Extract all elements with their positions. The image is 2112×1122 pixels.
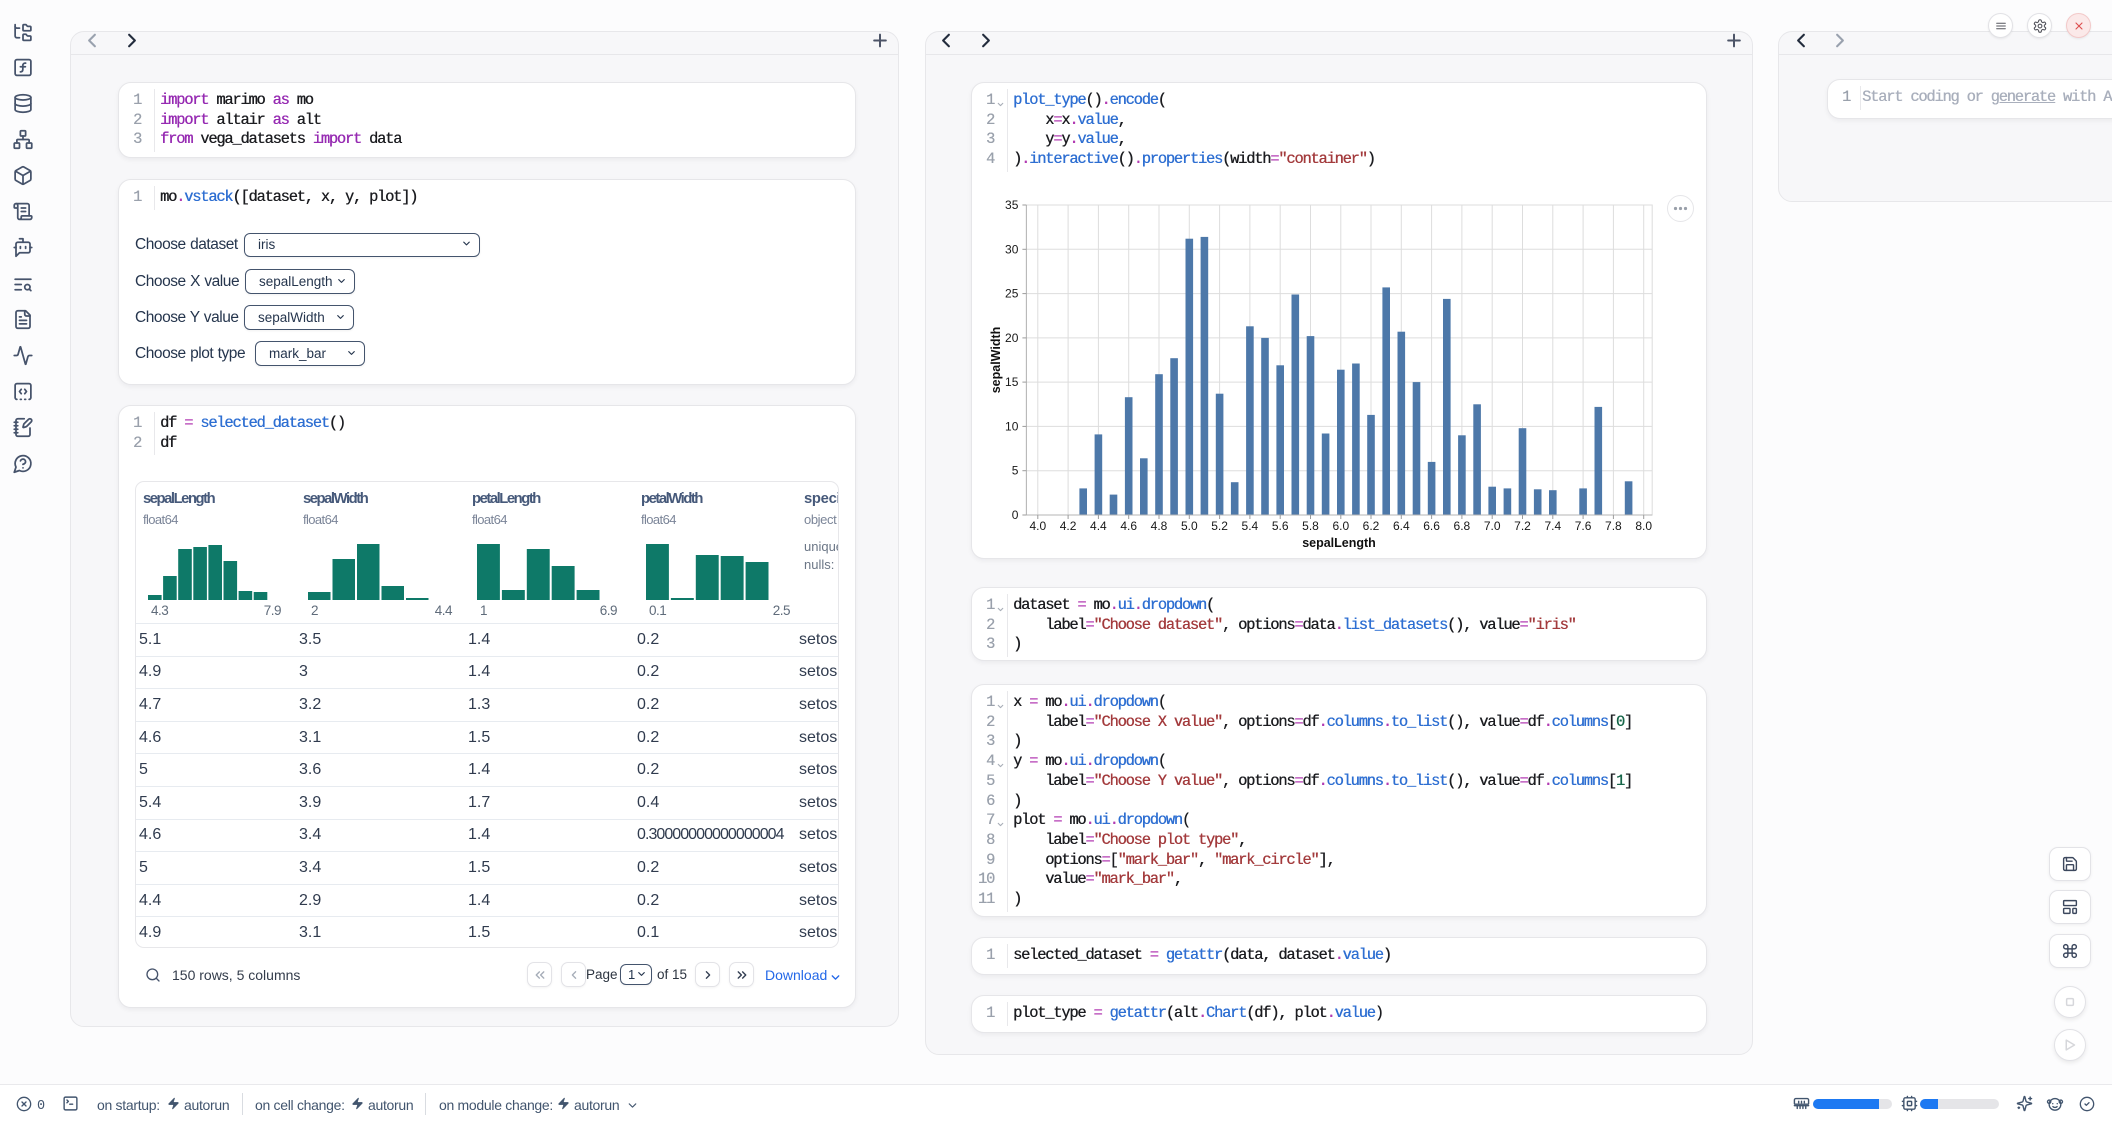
- svg-text:7.6: 7.6: [1575, 519, 1592, 533]
- svg-text:4.0: 4.0: [1029, 519, 1046, 533]
- svg-text:6.2: 6.2: [1363, 519, 1380, 533]
- svg-text:4.4: 4.4: [1090, 519, 1107, 533]
- svg-text:20: 20: [1005, 331, 1019, 345]
- svg-text:35: 35: [1005, 198, 1019, 212]
- svg-text:6.4: 6.4: [1393, 519, 1410, 533]
- svg-text:10: 10: [1005, 419, 1019, 433]
- svg-text:5.4: 5.4: [1242, 519, 1259, 533]
- svg-text:25: 25: [1005, 287, 1019, 301]
- svg-text:4.6: 4.6: [1120, 519, 1137, 533]
- svg-text:5.6: 5.6: [1272, 519, 1289, 533]
- svg-text:5.8: 5.8: [1302, 519, 1319, 533]
- svg-text:sepalLength: sepalLength: [1302, 536, 1376, 550]
- svg-text:6.0: 6.0: [1332, 519, 1349, 533]
- svg-text:4.2: 4.2: [1060, 519, 1077, 533]
- svg-text:6.6: 6.6: [1423, 519, 1440, 533]
- svg-text:sepalWidth: sepalWidth: [989, 327, 1003, 394]
- svg-text:4.8: 4.8: [1151, 519, 1168, 533]
- svg-text:7.4: 7.4: [1544, 519, 1561, 533]
- svg-text:7.0: 7.0: [1484, 519, 1501, 533]
- svg-text:5: 5: [1012, 464, 1019, 478]
- svg-text:7.2: 7.2: [1514, 519, 1531, 533]
- svg-text:5.0: 5.0: [1181, 519, 1198, 533]
- svg-text:0: 0: [1012, 508, 1019, 522]
- svg-text:15: 15: [1005, 375, 1019, 389]
- svg-text:5.2: 5.2: [1211, 519, 1228, 533]
- svg-text:30: 30: [1005, 242, 1019, 256]
- svg-text:7.8: 7.8: [1605, 519, 1622, 533]
- svg-text:6.8: 6.8: [1454, 519, 1471, 533]
- svg-text:8.0: 8.0: [1635, 519, 1652, 533]
